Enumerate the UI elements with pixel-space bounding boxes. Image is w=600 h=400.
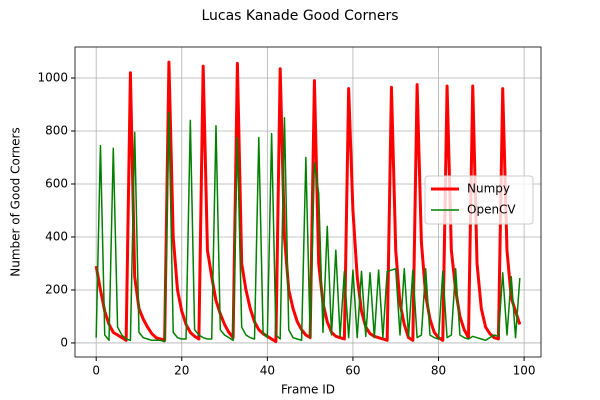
y-tick-label: 600 [45, 176, 68, 190]
x-tick-label: 20 [174, 364, 189, 378]
x-tick-label: 80 [431, 364, 446, 378]
x-tick-label: 0 [92, 364, 100, 378]
y-tick-label: 400 [45, 229, 68, 243]
x-tick-label: 40 [260, 364, 275, 378]
legend-label: Numpy [467, 182, 510, 196]
y-axis-label: Number of Good Corners [9, 127, 23, 276]
y-tick-label: 1000 [37, 71, 68, 85]
x-tick-label: 60 [345, 364, 360, 378]
y-tick-label: 200 [45, 282, 68, 296]
legend: Numpy OpenCV [424, 175, 534, 225]
plot-frame [74, 46, 542, 358]
legend-label: OpenCV [467, 203, 516, 217]
series-line [95, 111, 521, 343]
x-tick-label: 100 [513, 364, 536, 378]
y-tick-label: 800 [45, 123, 68, 137]
chart-title: Lucas Kanade Good Corners [201, 8, 398, 24]
y-tick-label: 0 [60, 335, 68, 349]
x-axis-label: Frame ID [281, 383, 335, 397]
